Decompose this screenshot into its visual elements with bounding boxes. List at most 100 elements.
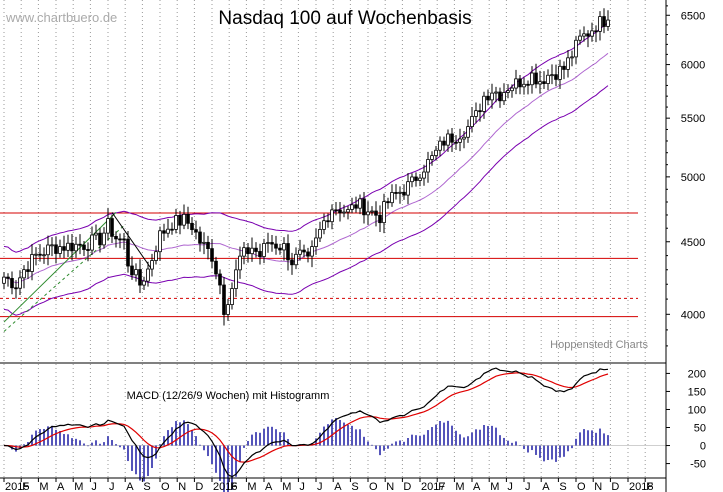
candle-body <box>166 228 170 234</box>
candle-body <box>54 244 58 254</box>
candle-body <box>310 246 314 257</box>
candle-body <box>122 238 126 241</box>
candle-body <box>226 304 230 315</box>
x-tick-label: O <box>577 481 586 492</box>
candle-body <box>570 56 574 59</box>
candle-body <box>502 92 506 102</box>
candle-body <box>402 191 406 196</box>
candle-body <box>454 141 458 144</box>
candle-body <box>506 90 510 93</box>
credit-label: Hoppenstedt Charts <box>550 339 648 351</box>
candle-body <box>470 116 474 128</box>
candle-body <box>418 177 422 181</box>
x-tick-label: N <box>594 481 602 492</box>
x-tick-label: M <box>282 481 291 492</box>
candle-body <box>282 243 286 251</box>
candle-body <box>146 268 150 282</box>
candle-body <box>542 81 546 84</box>
candle-body <box>554 74 558 80</box>
candle-body <box>158 230 162 253</box>
candle-body <box>518 78 522 88</box>
macd-y-tick-label: 100 <box>688 404 706 416</box>
candle-body <box>106 218 110 234</box>
candle-body <box>182 213 186 226</box>
candle-body <box>246 247 250 255</box>
candle-body <box>338 209 342 214</box>
macd-y-tick-label: 50 <box>694 423 706 435</box>
candle-body <box>270 242 274 245</box>
candle-body <box>170 228 174 231</box>
candle-body <box>26 269 30 272</box>
horizontal-levels <box>0 212 638 318</box>
candle-body <box>510 87 514 92</box>
x-tick-label: J <box>317 481 323 492</box>
candle-body <box>266 242 270 244</box>
candle-body <box>550 74 554 77</box>
candle-body <box>386 201 390 204</box>
x-tick-label: D <box>195 481 203 492</box>
x-tick-label: J <box>91 481 97 492</box>
candle-body <box>18 277 22 289</box>
x-tick-label: 2016 <box>213 481 237 492</box>
candle-body <box>206 241 210 250</box>
candle-body <box>210 248 214 262</box>
chart-title: Nasdaq 100 auf Wochenbasis <box>218 8 471 29</box>
candle-body <box>314 237 318 247</box>
signal-line <box>3 372 609 463</box>
x-tick-label: J <box>525 481 531 492</box>
candle-body <box>198 231 202 244</box>
candle-body <box>566 57 570 70</box>
candle-body <box>582 33 586 37</box>
candle-body <box>302 249 306 253</box>
candle-body <box>430 155 434 160</box>
candle-body <box>186 213 190 224</box>
x-tick-label: M <box>247 481 256 492</box>
candle-body <box>154 251 158 261</box>
candle-body <box>366 211 370 216</box>
lower-band <box>3 85 609 316</box>
candle-body <box>126 238 130 267</box>
y-tick-label: 4500 <box>681 237 705 249</box>
candle-body <box>590 30 594 37</box>
candle-body <box>222 284 226 315</box>
candle-body <box>598 16 602 32</box>
candle-body <box>334 209 338 212</box>
candle-body <box>134 269 138 276</box>
candle-body <box>522 83 526 88</box>
candle-body <box>578 35 582 41</box>
candle-body <box>382 201 386 224</box>
candle-body <box>294 253 298 266</box>
candle-body <box>46 244 50 256</box>
x-tick-label: J <box>299 481 305 492</box>
y-tick-label: 5000 <box>681 172 705 184</box>
candle-body <box>150 260 154 270</box>
macd-y-tick-label: 0 <box>700 441 706 453</box>
y-tick-label: 6500 <box>681 10 705 22</box>
candle-body <box>62 246 66 251</box>
candle-body <box>374 210 378 216</box>
candle-body <box>394 192 398 194</box>
candle-body <box>442 140 446 146</box>
candle-body <box>38 253 42 256</box>
candle-body <box>426 159 430 173</box>
candle-body <box>322 220 326 230</box>
candle-body <box>530 72 534 86</box>
y-tick-label: 6000 <box>681 60 705 72</box>
candle-body <box>434 149 438 157</box>
x-tick-label: M <box>490 481 499 492</box>
candle-body <box>370 210 374 213</box>
candle-body <box>238 255 242 271</box>
candle-body <box>346 209 350 213</box>
candle-body <box>90 234 94 251</box>
macd-y-tick-label: -50 <box>690 459 706 471</box>
candle-body <box>406 181 410 196</box>
candle-body <box>398 191 402 194</box>
candle-body <box>174 215 178 230</box>
x-tick-label: A <box>542 481 550 492</box>
candle-body <box>534 72 538 85</box>
x-tick-label: A <box>57 481 65 492</box>
candle-body <box>486 95 490 101</box>
candle-body <box>362 198 366 216</box>
macd-line <box>3 367 609 478</box>
